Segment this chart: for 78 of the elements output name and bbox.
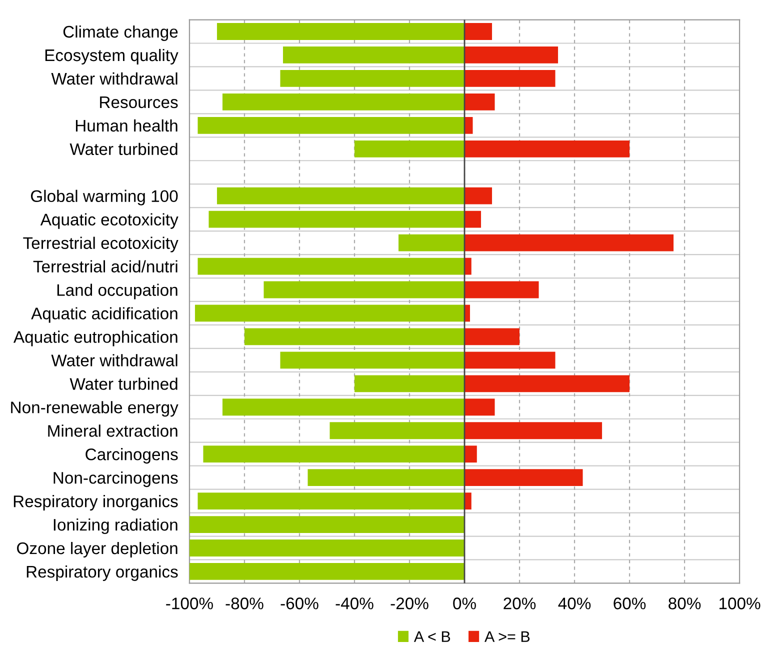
x-tick-label: -40% — [336, 598, 374, 610]
y-tick-label: Ozone layer depletion — [17, 542, 178, 558]
bar — [189, 540, 465, 556]
bar — [464, 70, 556, 87]
x-tick-label: -60% — [280, 598, 318, 610]
bar — [198, 116, 465, 134]
y-tick-label: Resources — [100, 96, 178, 108]
x-tick-label: 40% — [558, 598, 591, 610]
x-tick-label: 80% — [668, 598, 701, 610]
bar — [222, 398, 465, 416]
bar — [464, 93, 495, 110]
bar — [398, 234, 465, 252]
y-tick-label: Aquatic eutrophication — [13, 330, 178, 346]
x-tick-label: 0% — [453, 598, 476, 610]
bar — [244, 328, 465, 346]
y-tick-label: Land occupation — [57, 284, 178, 300]
y-tick-label: Human health — [76, 119, 178, 132]
bar — [280, 352, 465, 369]
y-tick-label: Respiratory organics — [26, 565, 178, 581]
bar — [464, 375, 630, 392]
bar — [189, 563, 465, 580]
x-tick-label: 20% — [504, 598, 536, 610]
bar — [464, 328, 520, 346]
bar — [264, 281, 465, 298]
y-tick-label: Non-carcinogens — [54, 472, 178, 488]
bar — [222, 93, 465, 110]
y-tick-label: Water turbined — [70, 142, 178, 156]
bar — [464, 23, 492, 40]
bar — [464, 469, 583, 486]
bar — [464, 140, 630, 158]
x-tick-label: -100% — [166, 598, 213, 610]
y-tick-label: Aquatic acidification — [31, 307, 178, 323]
x-tick-label: -20% — [390, 598, 428, 610]
bar — [216, 23, 465, 40]
x-tick-label: 100% — [720, 598, 760, 610]
bar — [198, 492, 465, 510]
bar — [189, 516, 465, 533]
y-tick-label: Water withdrawal — [51, 72, 178, 85]
bar — [198, 258, 465, 275]
bar — [464, 46, 558, 64]
x-tick-label: 60% — [614, 598, 646, 610]
y-tick-label: Water withdrawal — [51, 354, 178, 366]
y-tick-label: Ecosystem quality — [45, 48, 178, 64]
bar — [208, 210, 465, 228]
bar — [464, 281, 539, 298]
bar — [464, 422, 602, 440]
y-tick-label: Non-renewable energy — [11, 401, 178, 417]
legend-label: A >= B — [484, 631, 530, 642]
bar — [464, 492, 472, 510]
y-tick-label: Global warming 100 — [30, 190, 178, 206]
bar — [354, 375, 465, 392]
y-tick-label: Aquatic ecotoxicity — [40, 213, 178, 229]
bar — [464, 116, 473, 134]
bar — [464, 446, 477, 463]
bar — [282, 46, 465, 64]
bar — [464, 210, 482, 228]
y-tick-label: Carcinogens — [86, 448, 178, 464]
y-tick-label: Respiratory inorganics — [14, 495, 178, 511]
bar — [464, 258, 472, 275]
bar — [280, 70, 465, 87]
bar — [203, 446, 465, 463]
bar — [464, 398, 495, 416]
bar — [464, 234, 674, 252]
y-tick-label: Water turbined — [70, 378, 178, 390]
bar — [354, 140, 465, 158]
bar — [194, 304, 465, 322]
x-tick-label: -80% — [226, 598, 264, 610]
y-tick-label: Terrestrial ecotoxicity — [23, 236, 178, 252]
legend-label: A < B — [414, 631, 450, 642]
y-tick-label: Mineral extraction — [48, 424, 178, 437]
y-tick-label: Terrestrial acid/nutri — [33, 260, 178, 272]
bar — [308, 469, 465, 486]
y-tick-label: Ionizing radiation — [54, 518, 178, 534]
bar — [330, 422, 465, 440]
bar — [464, 187, 492, 204]
bar — [216, 187, 465, 204]
y-tick-label: Climate change — [63, 25, 178, 42]
bar — [464, 352, 556, 369]
